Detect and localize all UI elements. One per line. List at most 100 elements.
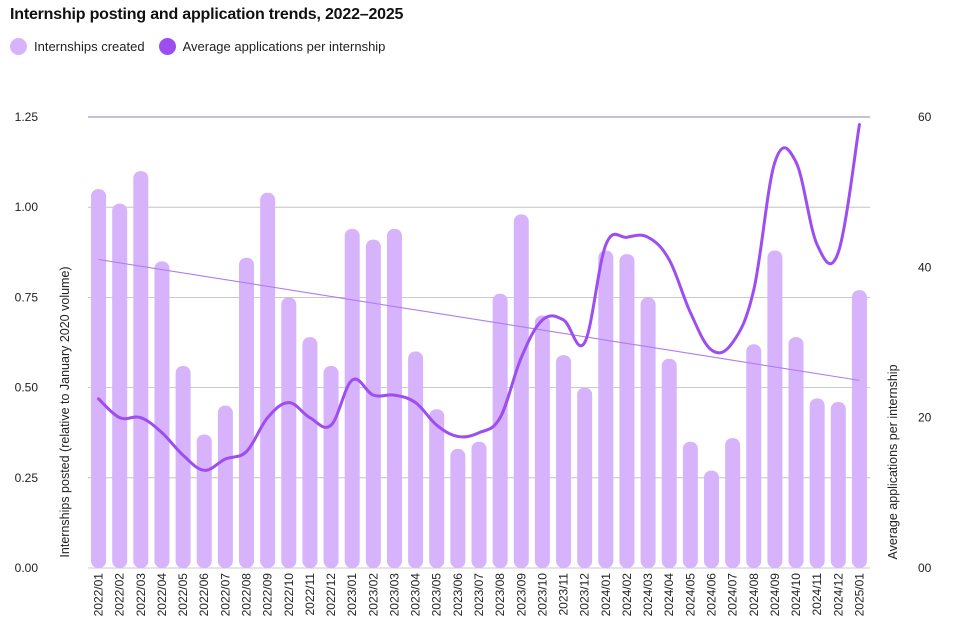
legend-item-internships: Internships created [10, 38, 145, 55]
y-tick-label: 0.00 [15, 561, 39, 575]
x-tick-label: 2024/09 [768, 573, 782, 617]
axes: 0.00 0.25 0.50 0.75 1.00 1.25 00 20 40 60 2022/01 2… [15, 110, 932, 616]
bar [112, 203, 128, 569]
x-tick-label: 2023/10 [535, 573, 549, 617]
bar [133, 171, 149, 568]
bar [788, 337, 804, 568]
x-tick-label: 2024/02 [620, 573, 634, 617]
x-tick-label: 2023/04 [409, 573, 423, 617]
x-tick-label: 2022/08 [240, 573, 254, 617]
legend-item-applications: Average applications per internship [158, 38, 386, 55]
x-tick-label: 2022/07 [218, 573, 232, 617]
bar [640, 297, 656, 568]
x-tick-label: 2024/03 [641, 573, 655, 617]
bar [365, 239, 381, 568]
bar [239, 257, 255, 568]
y2-tick-label: 60 [918, 110, 932, 124]
bar [408, 351, 424, 568]
bar [851, 290, 867, 568]
x-tick-label: 2024/07 [726, 573, 740, 617]
x-tick-label: 2022/04 [155, 573, 169, 617]
bar [175, 365, 191, 568]
x-tick-label: 2023/01 [345, 573, 359, 617]
bars [91, 171, 867, 569]
x-tick-label: 2023/06 [451, 573, 465, 617]
trendline-layer [98, 258, 860, 381]
bar [344, 228, 360, 568]
bar [577, 387, 593, 568]
bar [450, 448, 466, 568]
x-tick-label: 2025/01 [852, 573, 866, 617]
x-tick-label: 2024/11 [810, 573, 824, 616]
x-tick-label: 2024/10 [789, 573, 803, 617]
bar [281, 297, 297, 568]
bar [619, 254, 635, 568]
bar [830, 402, 846, 568]
bar [746, 344, 762, 568]
x-tick-label: 2022/11 [303, 573, 317, 616]
x-tick-label: 2022/05 [176, 573, 190, 617]
x-tick-label: 2022/10 [282, 573, 296, 617]
bar [91, 189, 107, 568]
bar [703, 470, 719, 568]
x-tick-label: 2023/12 [578, 573, 592, 617]
bar [154, 261, 170, 568]
bar [534, 315, 550, 568]
bar [513, 214, 529, 568]
y2-axis-title: Average applications per internship [886, 364, 900, 559]
line-layer [97, 123, 861, 472]
bar [386, 228, 402, 568]
bar [217, 405, 233, 568]
legend-swatch-applications [158, 38, 176, 55]
legend-label-applications: Average applications per internship [182, 39, 386, 54]
x-tick-label: 2024/01 [599, 573, 613, 617]
x-tick-label: 2022/03 [134, 573, 148, 617]
x-tick-label: 2022/12 [324, 573, 338, 617]
y-tick-label: 0.25 [15, 471, 39, 485]
bar [598, 250, 614, 568]
y-tick-label: 1.25 [15, 110, 39, 124]
applications-line [97, 123, 861, 472]
chart-title: Internship posting and application trend… [10, 6, 404, 23]
x-tick-label: 2022/01 [92, 573, 106, 617]
x-tick-label: 2022/09 [261, 573, 275, 617]
bar [260, 192, 276, 568]
chart-legend: Internships created Average applications… [10, 38, 399, 55]
bar [661, 358, 677, 568]
y-tick-label: 0.75 [15, 290, 39, 304]
x-tick-label: 2023/02 [366, 573, 380, 617]
bar [767, 250, 783, 568]
bar [725, 438, 741, 568]
legend-swatch-internships [10, 38, 27, 55]
legend-label-internships: Internships created [34, 39, 145, 54]
x-tick-label: 2024/12 [831, 573, 845, 617]
x-tick-label: 2024/05 [683, 573, 697, 617]
y2-tick-label: 00 [918, 561, 932, 575]
y-tick-label: 1.00 [15, 200, 39, 214]
x-tick-label: 2023/03 [387, 573, 401, 617]
x-tick-label: 2024/06 [704, 573, 718, 617]
y2-tick-label: 40 [918, 260, 932, 274]
bar [429, 409, 445, 568]
bar [682, 441, 698, 568]
x-tick-label: 2024/04 [662, 573, 676, 617]
x-tick-label: 2023/05 [430, 573, 444, 617]
y2-tick-label: 20 [918, 411, 932, 425]
x-tick-label: 2023/09 [514, 573, 528, 617]
bar [302, 337, 318, 568]
x-tick-label: 2022/06 [197, 573, 211, 617]
bar [196, 434, 212, 568]
x-tick-label: 2023/11 [557, 573, 571, 616]
x-tick-label: 2023/08 [493, 573, 507, 617]
bar [492, 293, 508, 568]
bar [323, 365, 339, 568]
trendline [98, 258, 860, 381]
y-axis-title: Internships posted (relative to January … [58, 266, 72, 557]
bar [809, 398, 825, 568]
x-tick-label: 2023/07 [472, 573, 486, 617]
bar [556, 355, 572, 568]
x-tick-label: 2022/02 [113, 573, 127, 617]
x-tick-label: 2024/08 [747, 573, 761, 617]
bar [471, 441, 487, 568]
